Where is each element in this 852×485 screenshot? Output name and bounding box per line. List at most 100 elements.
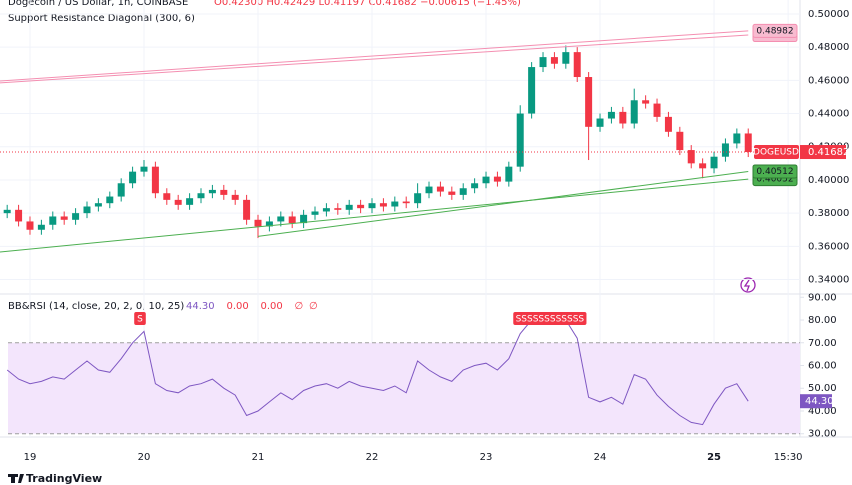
rsi-last-tag [800, 394, 832, 409]
x-tick-label: 21 [252, 452, 265, 463]
candle-body [596, 118, 604, 127]
candle-body [15, 209, 23, 222]
candle-body [334, 208, 342, 210]
candle-body [607, 111, 615, 119]
candle-body [129, 171, 137, 184]
rsi-title: BB&RSI (14, close, 20, 2, 0, 10, 25) [8, 301, 184, 312]
indicator-title: Support Resistance Diagonal (300, 6) [8, 13, 195, 24]
candle-body [425, 186, 433, 194]
rsi-legend-value: 44.30 [186, 301, 215, 312]
candle-body [391, 201, 399, 207]
candle-body [619, 111, 627, 124]
candle-body [60, 216, 68, 220]
candle-body [220, 189, 228, 195]
candle-body [550, 57, 558, 64]
candle-body [482, 176, 490, 184]
candle-body [505, 166, 513, 182]
candle-body [72, 213, 80, 220]
candle-body [49, 216, 57, 225]
x-tick-label: 20 [138, 452, 151, 463]
candle-body [163, 193, 171, 200]
candle-body [37, 224, 45, 230]
last-price-tag [800, 145, 846, 160]
last-price-label: 0.41682 [808, 147, 849, 158]
candle-body [653, 103, 661, 117]
candle-body [573, 52, 581, 78]
candle-body [117, 183, 125, 197]
x-tick-label: 24 [594, 452, 607, 463]
trendline [0, 178, 749, 253]
y-tick-label: 40.00 [808, 406, 837, 417]
y-tick-label: 80.00 [808, 315, 837, 326]
rsi-legend-value: 0.00 [261, 301, 283, 312]
candle-body [459, 188, 467, 195]
ohlc-readout: O0.42300 H0.42429 L0.41197 C0.41682 −0.0… [214, 0, 521, 8]
y-tick-label: 50.00 [808, 383, 837, 394]
candle-body [630, 100, 638, 124]
candle-body [174, 199, 182, 205]
y-tick-label: 0.38000 [808, 208, 849, 219]
trendline-label: 0.48982 [756, 26, 793, 36]
candle-body [197, 193, 205, 199]
candle-body [539, 57, 547, 68]
candle-body [83, 206, 91, 214]
candle-body [379, 203, 387, 207]
candle-body [151, 166, 159, 194]
alert-icon[interactable] [740, 277, 756, 293]
candle-body [528, 67, 536, 114]
rsi-last-label: 44.30 [805, 396, 834, 407]
candle-body [733, 133, 741, 144]
y-tick-label: 0.44000 [808, 109, 849, 120]
rsi-legend-value: ∅ [309, 301, 318, 312]
candle-body [140, 166, 148, 172]
signal-label: S [137, 315, 143, 325]
y-tick-label: 70.00 [808, 338, 837, 349]
candle-body [322, 208, 330, 212]
y-tick-label: 60.00 [808, 361, 837, 372]
trendline [257, 170, 749, 237]
candle-body [243, 199, 251, 220]
candle-body [436, 186, 444, 192]
candle-body [642, 100, 650, 104]
candle-body [3, 209, 11, 214]
y-tick-label: 0.48000 [808, 42, 849, 53]
candle-body [562, 52, 570, 64]
candle-body [744, 133, 752, 153]
brand-name: TradingView [26, 472, 102, 485]
signal-label: SSSSSSSSSSSS [516, 315, 585, 325]
candle-body [721, 143, 729, 157]
candle-body [516, 113, 524, 167]
candle-body [106, 196, 114, 204]
signal-box [134, 312, 146, 325]
candle-body [687, 150, 695, 164]
candle-body [311, 211, 319, 215]
y-tick-label: 90.00 [808, 292, 837, 303]
candle-body [277, 216, 285, 222]
trendline-label: 0.40512 [756, 167, 793, 177]
trendline [0, 34, 749, 84]
candle-body [585, 77, 593, 127]
candles [3, 45, 752, 239]
candle-body [300, 214, 308, 224]
rsi-legend-value: 0.00 [227, 301, 249, 312]
candle-body [357, 204, 365, 209]
alert-icon-bolt [743, 279, 750, 292]
brand-logo [8, 474, 24, 483]
candle-body [208, 189, 216, 194]
candle-body [231, 194, 239, 200]
y-tick-label: 0.34000 [808, 275, 849, 286]
candle-body [345, 204, 353, 210]
y-tick-label: 0.36000 [808, 241, 849, 252]
trendline [0, 30, 749, 82]
signal-box [513, 312, 587, 325]
y-tick-label: 0.46000 [808, 75, 849, 86]
candle-body [414, 193, 422, 204]
symbol-tag [754, 145, 799, 160]
candle-body [493, 176, 501, 182]
candle-body [402, 201, 410, 204]
rsi-band [8, 342, 800, 434]
y-tick-label: 0.40000 [808, 175, 849, 186]
trendline-label-box [752, 23, 798, 38]
rsi-legend-value: ∅ [295, 301, 304, 312]
